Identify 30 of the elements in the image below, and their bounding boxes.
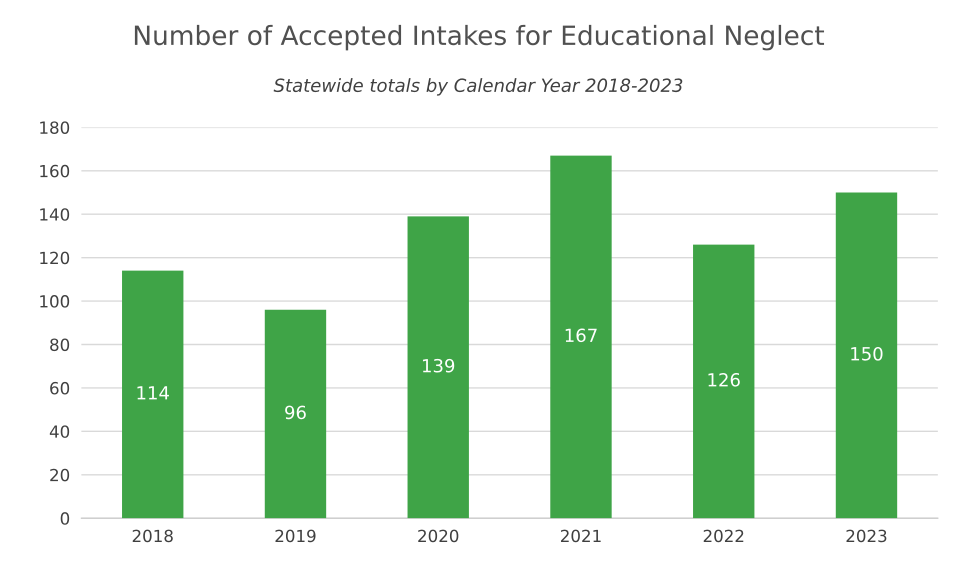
- bar: [836, 192, 898, 518]
- y-tick-label: 120: [40, 252, 70, 264]
- data-label: 139: [422, 358, 454, 373]
- data-label: 150: [851, 346, 883, 361]
- y-tick-label: 100: [40, 295, 70, 308]
- y-tick-label: 60: [50, 382, 70, 394]
- chart-subtitle: Statewide totals by Calendar Year 2018-2023: [274, 78, 682, 96]
- y-tick-label: 0: [60, 512, 70, 525]
- bar: [264, 310, 326, 518]
- data-label: 96: [285, 406, 306, 420]
- x-tick-label: 2023: [846, 530, 886, 542]
- x-tick-label: 2022: [704, 530, 744, 542]
- bar: [693, 244, 754, 518]
- bar: [550, 156, 612, 518]
- x-tick-label: 2018: [132, 530, 173, 542]
- x-tick-label: 2020: [418, 530, 458, 542]
- x-tick-label: 2019: [275, 530, 316, 542]
- data-label: 114: [137, 386, 169, 400]
- data-label: 126: [708, 373, 740, 387]
- chart-title: Number of Accepted Intakes for Educational Neglect: [134, 24, 824, 50]
- y-tick-label: 80: [50, 338, 70, 352]
- bar: [408, 216, 469, 518]
- x-tick-label: 2021: [560, 530, 601, 542]
- bar: [122, 270, 184, 518]
- y-tick-label: 180: [40, 121, 70, 134]
- y-tick-label: 160: [40, 164, 70, 178]
- y-tick-label: 40: [50, 425, 70, 438]
- y-tick-label: 140: [40, 208, 70, 221]
- y-tick-label: 20: [50, 468, 70, 482]
- data-label: 167: [566, 328, 597, 342]
